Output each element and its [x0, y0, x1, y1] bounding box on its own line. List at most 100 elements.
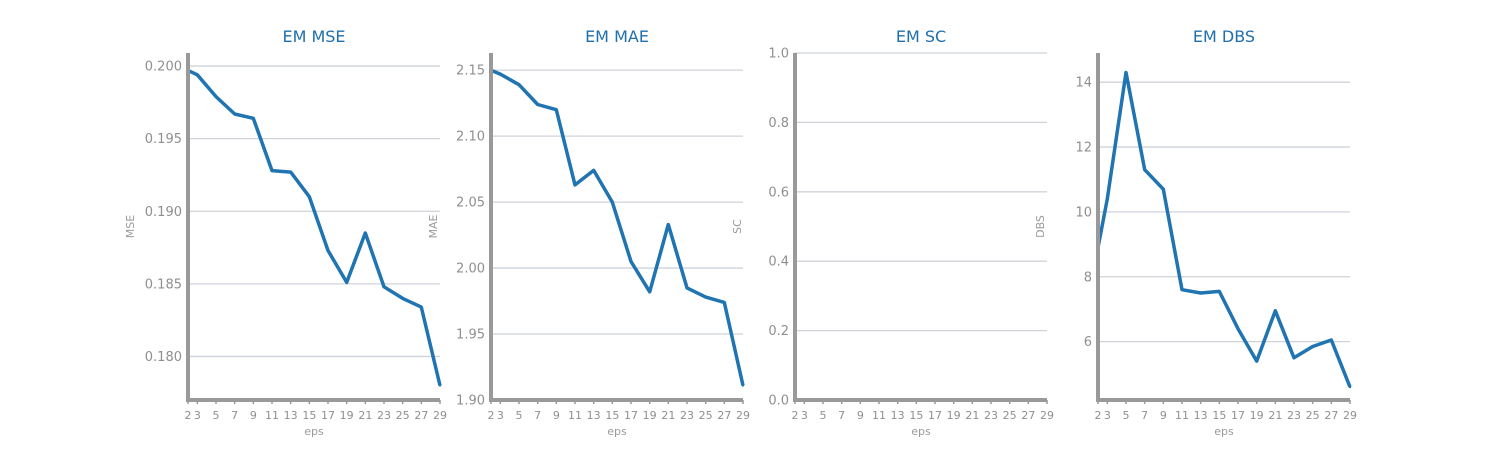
y-axis-label: MSE [124, 215, 137, 238]
x-tick-label: 19 [643, 409, 657, 422]
y-tick-label: 0.200 [145, 60, 182, 75]
y-tick-label: 10 [1075, 205, 1092, 220]
data-point [326, 249, 330, 252]
x-axis-label: eps [304, 425, 324, 438]
x-tick-label: 15 [302, 409, 316, 422]
x-tick-label: 2 [488, 409, 495, 422]
x-tick-label: 11 [872, 409, 886, 422]
x-tick-label: 27 [1021, 409, 1035, 422]
chart-title: EM MAE [585, 27, 649, 46]
x-tick-label: 27 [1324, 409, 1338, 422]
x-tick-label: 2 [185, 409, 192, 422]
x-tick-label: 23 [984, 409, 998, 422]
data-point [438, 384, 442, 387]
data-point [1124, 71, 1128, 74]
x-tick-label: 25 [1306, 409, 1320, 422]
x-tick-label: 17 [321, 409, 335, 422]
series-line-1 [187, 68, 442, 386]
data-point [685, 286, 689, 290]
x-tick-label: 19 [947, 409, 961, 422]
y-tick-label: 0.195 [145, 132, 182, 147]
data-point [1311, 345, 1314, 348]
series-line-1 [490, 68, 745, 386]
x-tick-label: 17 [624, 409, 638, 422]
data-point [704, 295, 707, 299]
data-point [1218, 290, 1221, 293]
x-tick-label: 11 [568, 409, 582, 422]
data-point [401, 297, 404, 300]
x-tick-label: 2 [792, 409, 799, 422]
x-tick-label: 21 [358, 409, 372, 422]
x-tick-label: 7 [231, 409, 238, 422]
y-tick-label: 2.15 [456, 64, 485, 79]
data-point [1199, 291, 1202, 295]
x-tick-label: 9 [250, 409, 257, 422]
x-tick-label: 15 [1212, 409, 1226, 422]
data-point [196, 73, 199, 76]
x-tick-label: 13 [284, 409, 298, 422]
x-tick-label: 9 [1160, 409, 1167, 422]
x-tick-label: 27 [717, 409, 731, 422]
x-tick-label: 11 [265, 409, 279, 422]
y-tick-label: 1.90 [456, 394, 485, 409]
y-tick-label: 0.180 [145, 350, 182, 365]
data-point [1348, 385, 1352, 389]
y-tick-label: 8 [1084, 270, 1092, 285]
data-point [233, 112, 236, 116]
data-point [629, 260, 633, 263]
x-tick-label: 2 [1095, 409, 1102, 422]
y-tick-label: 0.2 [768, 324, 789, 339]
data-point [555, 108, 558, 111]
x-tick-label: 29 [1040, 409, 1054, 422]
y-tick-label: 0.185 [145, 277, 182, 292]
data-point [573, 183, 577, 187]
data-point [252, 117, 255, 120]
data-point [364, 231, 367, 235]
x-tick-label: 21 [965, 409, 979, 422]
x-tick-label: 17 [1231, 409, 1245, 422]
y-tick-label: 1.0 [768, 47, 789, 62]
x-tick-label: 5 [213, 409, 220, 422]
x-tick-label: 5 [820, 409, 827, 422]
x-tick-label: 5 [1123, 409, 1130, 422]
data-point [499, 72, 502, 76]
x-tick-label: 19 [1250, 409, 1264, 422]
y-tick-label: 6 [1084, 335, 1092, 350]
data-point [592, 169, 595, 172]
chart-title: EM MSE [282, 27, 345, 46]
data-point [345, 281, 348, 284]
x-tick-label: 19 [340, 409, 354, 422]
y-tick-label: 12 [1075, 141, 1092, 156]
x-tick-label: 15 [909, 409, 923, 422]
x-tick-label: 23 [680, 409, 694, 422]
x-tick-label: 29 [736, 409, 750, 422]
x-tick-label: 11 [1175, 409, 1189, 422]
x-tick-label: 7 [838, 409, 845, 422]
data-point [1330, 338, 1333, 342]
data-point [723, 301, 726, 304]
data-point [517, 83, 521, 86]
y-tick-label: 2.05 [456, 196, 485, 211]
y-tick-label: 2.10 [456, 130, 485, 145]
y-tick-label: 0.190 [145, 205, 182, 220]
x-tick-label: 13 [1194, 409, 1208, 422]
x-tick-label: 21 [661, 409, 675, 422]
data-point [1292, 356, 1296, 360]
x-tick-label: 3 [1104, 409, 1111, 422]
y-axis-label: DBS [1034, 215, 1047, 238]
y-tick-label: 1.95 [456, 328, 485, 343]
x-tick-label: 25 [396, 409, 410, 422]
x-axis-label: eps [607, 425, 627, 438]
x-axis-label: eps [911, 425, 931, 438]
y-tick-label: 14 [1075, 76, 1092, 91]
data-point [308, 195, 311, 198]
data-point [741, 384, 745, 387]
y-axis-label: MAE [427, 214, 440, 238]
y-tick-label: 0.8 [768, 116, 789, 131]
chart-title: EM SC [896, 27, 946, 46]
series-line-1 [1096, 70, 1352, 388]
x-axis-label: eps [1214, 425, 1234, 438]
